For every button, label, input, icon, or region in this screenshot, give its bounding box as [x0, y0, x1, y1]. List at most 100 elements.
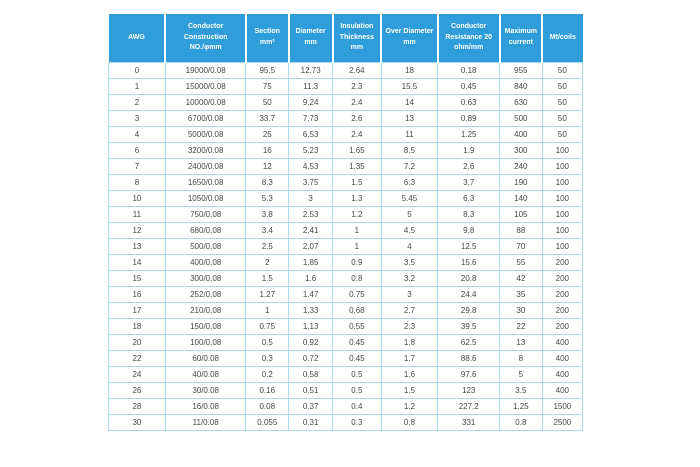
cell-maximum-current: 105 [499, 205, 543, 223]
table-row: 6 3200/0.08 16 5.23 1.65 8.5 1.9 300 100 [108, 141, 584, 159]
table-row: 26 30/0.08 0.16 0.51 0.5 1.5 123 3.5 400 [108, 381, 584, 399]
cell-mt-coils: 200 [541, 317, 584, 335]
table-row: 18 150/0.08 0.75 1.13 0.55 2.3 39.5 22 200 [108, 317, 584, 335]
cell-maximum-current: 88 [499, 221, 543, 239]
cell-maximum-current: 0.8 [499, 413, 543, 431]
cell-awg: 7 [108, 157, 166, 175]
cell-conductor-resistance: 9.8 [437, 221, 501, 239]
cell-maximum-current: 70 [499, 237, 543, 255]
cell-conductor-resistance: 3.7 [437, 173, 501, 191]
cell-conductor-construction: 2400/0.08 [164, 157, 247, 175]
cell-maximum-current: 55 [499, 253, 543, 271]
table-row: 7 2400/0.08 12 4.53 1.35 7.2 2.6 240 100 [108, 157, 584, 175]
cell-maximum-current: 35 [499, 285, 543, 303]
cell-insulation-thickness: 0.68 [332, 301, 382, 319]
table-row: 28 16/0.08 0.08 0.37 0.4 1.2 227.2 1.25 1500 [108, 397, 584, 415]
cell-mt-coils: 400 [541, 333, 584, 351]
cell-insulation-thickness: 1.3 [332, 189, 382, 207]
cell-diameter: 1.47 [288, 285, 334, 303]
cell-awg: 13 [108, 237, 166, 255]
cell-maximum-current: 1.25 [499, 397, 543, 415]
cell-section: 25 [245, 125, 290, 143]
cell-conductor-resistance: 1.9 [437, 141, 501, 159]
cell-insulation-thickness: 0.4 [332, 397, 382, 415]
cell-mt-coils: 50 [541, 125, 584, 143]
cell-conductor-construction: 252/0.08 [164, 285, 247, 303]
cell-conductor-construction: 150/0.08 [164, 317, 247, 335]
cell-insulation-thickness: 0.9 [332, 253, 382, 271]
column-header-diameter: Diameter mm [287, 14, 333, 62]
cell-conductor-construction: 680/0.08 [164, 221, 247, 239]
cell-over-diameter: 13 [380, 109, 439, 127]
cell-over-diameter: 1.6 [380, 365, 439, 383]
cell-awg: 24 [108, 365, 166, 383]
table-header: AWG Conductor Construction NO./φmm Section… [108, 14, 583, 62]
cell-awg: 3 [108, 109, 166, 127]
cell-over-diameter: 7.2 [380, 157, 439, 175]
table-row: 10 1050/0.08 5.3 3 1.3 5.45 6.3 140 100 [108, 189, 584, 207]
cell-conductor-construction: 10000/0.08 [164, 93, 247, 111]
column-header-maximum-current: Maximum current [498, 14, 543, 62]
cell-diameter: 6.53 [288, 125, 334, 143]
cell-insulation-thickness: 2.3 [332, 77, 382, 95]
column-header-awg: AWG [108, 14, 166, 62]
cell-conductor-construction: 5000/0.08 [164, 125, 247, 143]
cell-conductor-resistance: 0.45 [437, 77, 501, 95]
cell-mt-coils: 100 [541, 157, 584, 175]
column-header-conductor-construction: Conductor Construction NO./φmm [164, 14, 246, 62]
cell-conductor-construction: 6700/0.08 [164, 109, 247, 127]
table-row: 22 60/0.08 0.3 0.72 0.45 1.7 88.6 8 400 [108, 349, 584, 367]
table-row: 30 11/0.08 0.055 0.31 0.3 0.8 331 0.8 2500 [108, 413, 584, 431]
cell-insulation-thickness: 2.6 [332, 109, 382, 127]
cell-section: 0.3 [245, 349, 290, 367]
cell-maximum-current: 30 [499, 301, 543, 319]
cell-conductor-resistance: 97.6 [437, 365, 501, 383]
cell-maximum-current: 955 [499, 61, 543, 79]
cell-conductor-construction: 1650/0.08 [164, 173, 247, 191]
table-row: 12 680/0.08 3.4 2.41 1 4.5 9.8 88 100 [108, 221, 584, 239]
cell-insulation-thickness: 0.5 [332, 381, 382, 399]
cell-diameter: 1.6 [288, 269, 334, 287]
cell-section: 3.8 [245, 205, 290, 223]
table-row: 8 1650/0.08 8.3 3.75 1.5 6.3 3.7 190 100 [108, 173, 584, 191]
cell-section: 3.4 [245, 221, 290, 239]
cell-awg: 0 [108, 61, 166, 79]
cell-over-diameter: 3.2 [380, 269, 439, 287]
cell-conductor-resistance: 1.25 [437, 125, 501, 143]
cell-awg: 6 [108, 141, 166, 159]
cell-section: 1.5 [245, 269, 290, 287]
cell-mt-coils: 100 [541, 237, 584, 255]
cell-conductor-resistance: 39.5 [437, 317, 501, 335]
cell-conductor-resistance: 88.6 [437, 349, 501, 367]
cell-awg: 16 [108, 285, 166, 303]
cell-insulation-thickness: 1.5 [332, 173, 382, 191]
cell-diameter: 3 [288, 189, 334, 207]
cell-diameter: 2.53 [288, 205, 334, 223]
cell-awg: 14 [108, 253, 166, 271]
cell-diameter: 0.37 [288, 397, 334, 415]
column-header-mt-coils: Mt/coils [541, 14, 583, 62]
cell-conductor-resistance: 6.3 [437, 189, 501, 207]
cell-insulation-thickness: 1.2 [332, 205, 382, 223]
cell-insulation-thickness: 0.45 [332, 349, 382, 367]
cell-over-diameter: 4.5 [380, 221, 439, 239]
cell-conductor-resistance: 24.4 [437, 285, 501, 303]
cell-insulation-thickness: 0.75 [332, 285, 382, 303]
cell-maximum-current: 42 [499, 269, 543, 287]
cell-mt-coils: 50 [541, 109, 584, 127]
cell-conductor-resistance: 12.5 [437, 237, 501, 255]
cell-over-diameter: 11 [380, 125, 439, 143]
cell-mt-coils: 400 [541, 381, 584, 399]
cell-insulation-thickness: 2.4 [332, 125, 382, 143]
table-row: 1 15000/0.08 75 11.3 2.3 15.5 0.45 840 50 [108, 77, 584, 95]
cell-conductor-construction: 100/0.08 [164, 333, 247, 351]
cell-over-diameter: 2.7 [380, 301, 439, 319]
cell-conductor-construction: 15000/0.08 [164, 77, 247, 95]
cell-diameter: 2.41 [288, 221, 334, 239]
cell-section: 33.7 [245, 109, 290, 127]
cell-awg: 20 [108, 333, 166, 351]
cell-insulation-thickness: 1.65 [332, 141, 382, 159]
table-body: 0 19000/0.08 95.5 12.73 2.64 18 0.18 955 50 1 1500… [108, 61, 584, 431]
cell-maximum-current: 500 [499, 109, 543, 127]
cell-insulation-thickness: 0.3 [332, 413, 382, 431]
